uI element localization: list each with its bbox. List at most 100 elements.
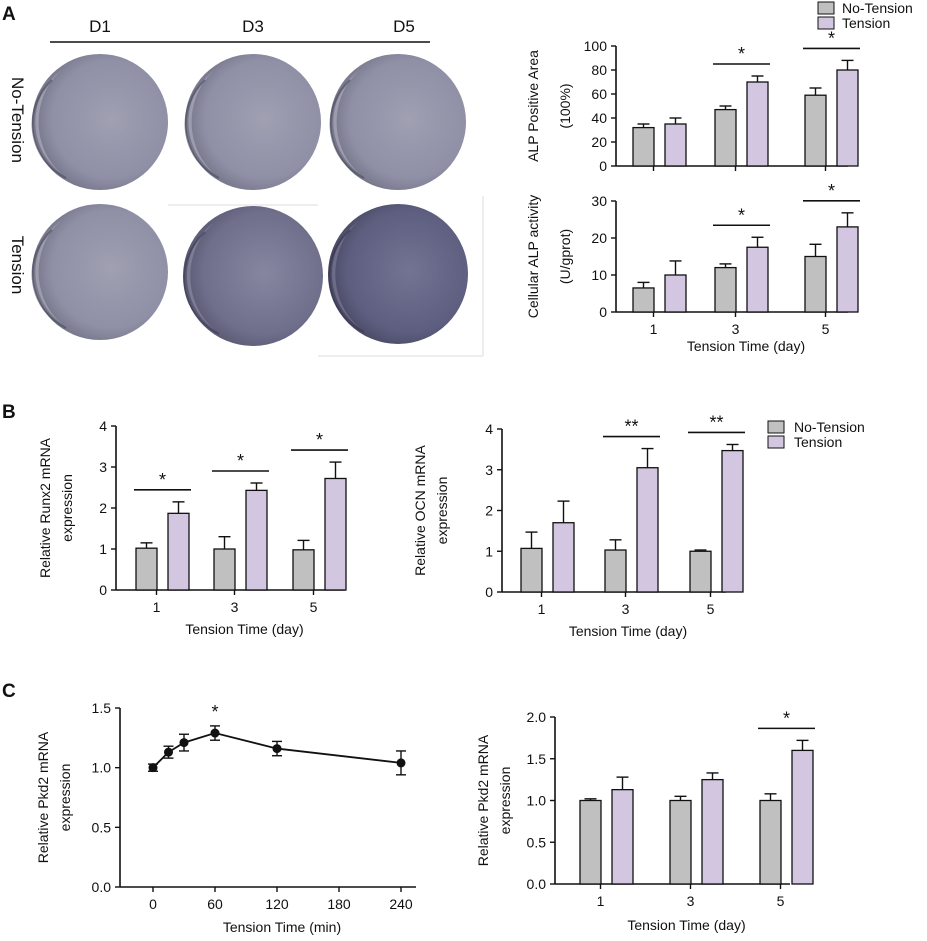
x-tick-label: 60 [207, 896, 223, 912]
x-tick-label: 1 [153, 599, 161, 615]
significance-star: * [316, 430, 323, 450]
legend-label-tension: Tension [842, 15, 890, 31]
photo-column-d1: D1 [89, 17, 111, 36]
bar-no-tension [689, 550, 712, 593]
bar-no-tension [759, 799, 782, 885]
y-axis-label: (100%) [557, 83, 573, 128]
bar-tension [836, 69, 859, 167]
y-axis-label: ALP Positive Area [525, 50, 541, 162]
y-tick-label: 0 [99, 582, 107, 598]
y-axis-label: Relative OCN mRNA [412, 445, 428, 576]
bar-tension [746, 81, 769, 167]
significance-star: * [159, 470, 166, 490]
bar-tension [746, 246, 769, 313]
bar-tension [552, 522, 575, 593]
bar-no-tension [292, 549, 315, 591]
y-tick-label: 20 [591, 230, 607, 246]
y-axis-label: expression [497, 767, 513, 835]
bar-tension [664, 123, 687, 167]
y-tick-label: 1.0 [92, 760, 112, 776]
chart-alp-activity: 0 10 20 30 Cellular ALP activity (U/gprot) Ten… [525, 181, 860, 354]
legend-label-no-tension: No-Tension [794, 419, 865, 435]
x-tick-label: 3 [622, 601, 630, 617]
y-axis-label: Relative Runx2 mRNA [37, 437, 53, 578]
y-tick-label: 2 [99, 500, 107, 516]
dish-tension-d5 [328, 204, 468, 344]
bar-no-tension [213, 548, 236, 591]
x-axis-label: Tension Time (day) [627, 917, 745, 933]
y-tick-label: 2.0 [527, 709, 547, 725]
x-axis-label: Tension Time (day) [569, 623, 687, 639]
legend-label-no-tension: No-Tension [842, 0, 913, 16]
bar-tension [791, 749, 814, 885]
legend-top: No-Tension Tension [817, 0, 913, 31]
photo-column-d3: D3 [242, 17, 264, 36]
legend-swatch-tension [817, 16, 835, 30]
x-tick-label: 3 [231, 599, 239, 615]
x-tick-label: 5 [707, 601, 715, 617]
y-tick-label: 40 [591, 110, 607, 126]
x-tick-label: 0 [149, 896, 157, 912]
bar-no-tension [632, 287, 655, 313]
bar-tension [664, 274, 687, 313]
x-axis-label: Tension Time (day) [687, 338, 805, 354]
x-tick-label: 3 [687, 893, 695, 909]
dish-no-tension-d5 [329, 54, 466, 190]
x-axis-label: Tension Time (day) [185, 621, 303, 637]
bar-no-tension [135, 547, 158, 591]
y-tick-label: 20 [591, 134, 607, 150]
y-tick-label: 80 [591, 62, 607, 78]
panel-label-a: A [2, 4, 16, 25]
chart-pkd2-time: 0.0 0.5 1.0 1.5 Relative Pkd2 mRNA expression… [35, 700, 416, 935]
bar-no-tension [669, 799, 692, 885]
bar-no-tension [632, 126, 655, 167]
bar-no-tension [714, 266, 737, 313]
x-tick-label: 3 [732, 321, 740, 337]
x-tick-label: 5 [822, 321, 830, 337]
y-tick-label: 60 [591, 86, 607, 102]
y-axis-label: (U/gprot) [557, 229, 573, 284]
y-axis-label: Relative Pkd2 mRNA [35, 731, 51, 863]
y-tick-label: 3 [485, 462, 493, 478]
y-tick-label: 30 [591, 193, 607, 209]
y-axis-label: expression [59, 474, 75, 542]
chart-pkd2-day: 0.0 0.5 1.0 1.5 2.0 Relative Pkd2 mRNA express… [475, 708, 815, 933]
y-tick-label: 1 [99, 541, 107, 557]
legend-label-tension: Tension [794, 434, 842, 450]
bar-no-tension [804, 255, 827, 313]
y-tick-label: 1.5 [92, 700, 112, 716]
dish-no-tension-d1 [31, 54, 168, 190]
dish-tension-d1 [31, 204, 168, 340]
dish-no-tension-d3 [184, 54, 321, 190]
bar-no-tension [714, 108, 737, 167]
photo-grid: D1 D3 D5 No-Tension Tension [8, 17, 484, 357]
data-point [396, 758, 406, 768]
y-tick-label: 10 [591, 267, 607, 283]
photo-column-d5: D5 [393, 17, 415, 36]
significance-star: * [237, 451, 244, 471]
chart-runx2: 0 1 2 3 4 Relative Runx2 mRNA expression Tensio… [37, 418, 348, 637]
bar-no-tension [520, 547, 543, 593]
y-tick-label: 0 [599, 304, 607, 320]
y-tick-label: 0 [599, 158, 607, 174]
bar-no-tension [579, 799, 602, 885]
x-tick-label: 1 [597, 893, 605, 909]
data-point [179, 738, 189, 748]
y-tick-label: 0.0 [527, 876, 547, 892]
y-tick-label: 1.0 [527, 793, 547, 809]
data-point [164, 747, 173, 757]
y-axis-label: Cellular ALP activity [525, 195, 541, 318]
x-tick-label: 240 [389, 896, 413, 912]
photo-row-tension: Tension [8, 236, 27, 295]
panel-label-b: B [2, 402, 16, 423]
x-tick-label: 5 [777, 893, 785, 909]
y-axis-label: expression [434, 477, 450, 545]
panel-label-c: C [2, 681, 16, 702]
data-point [148, 763, 158, 773]
y-tick-label: 100 [584, 38, 608, 54]
legend-swatch-no-tension [817, 1, 835, 15]
x-tick-label: 1 [650, 321, 658, 337]
y-axis-label: expression [57, 764, 73, 832]
